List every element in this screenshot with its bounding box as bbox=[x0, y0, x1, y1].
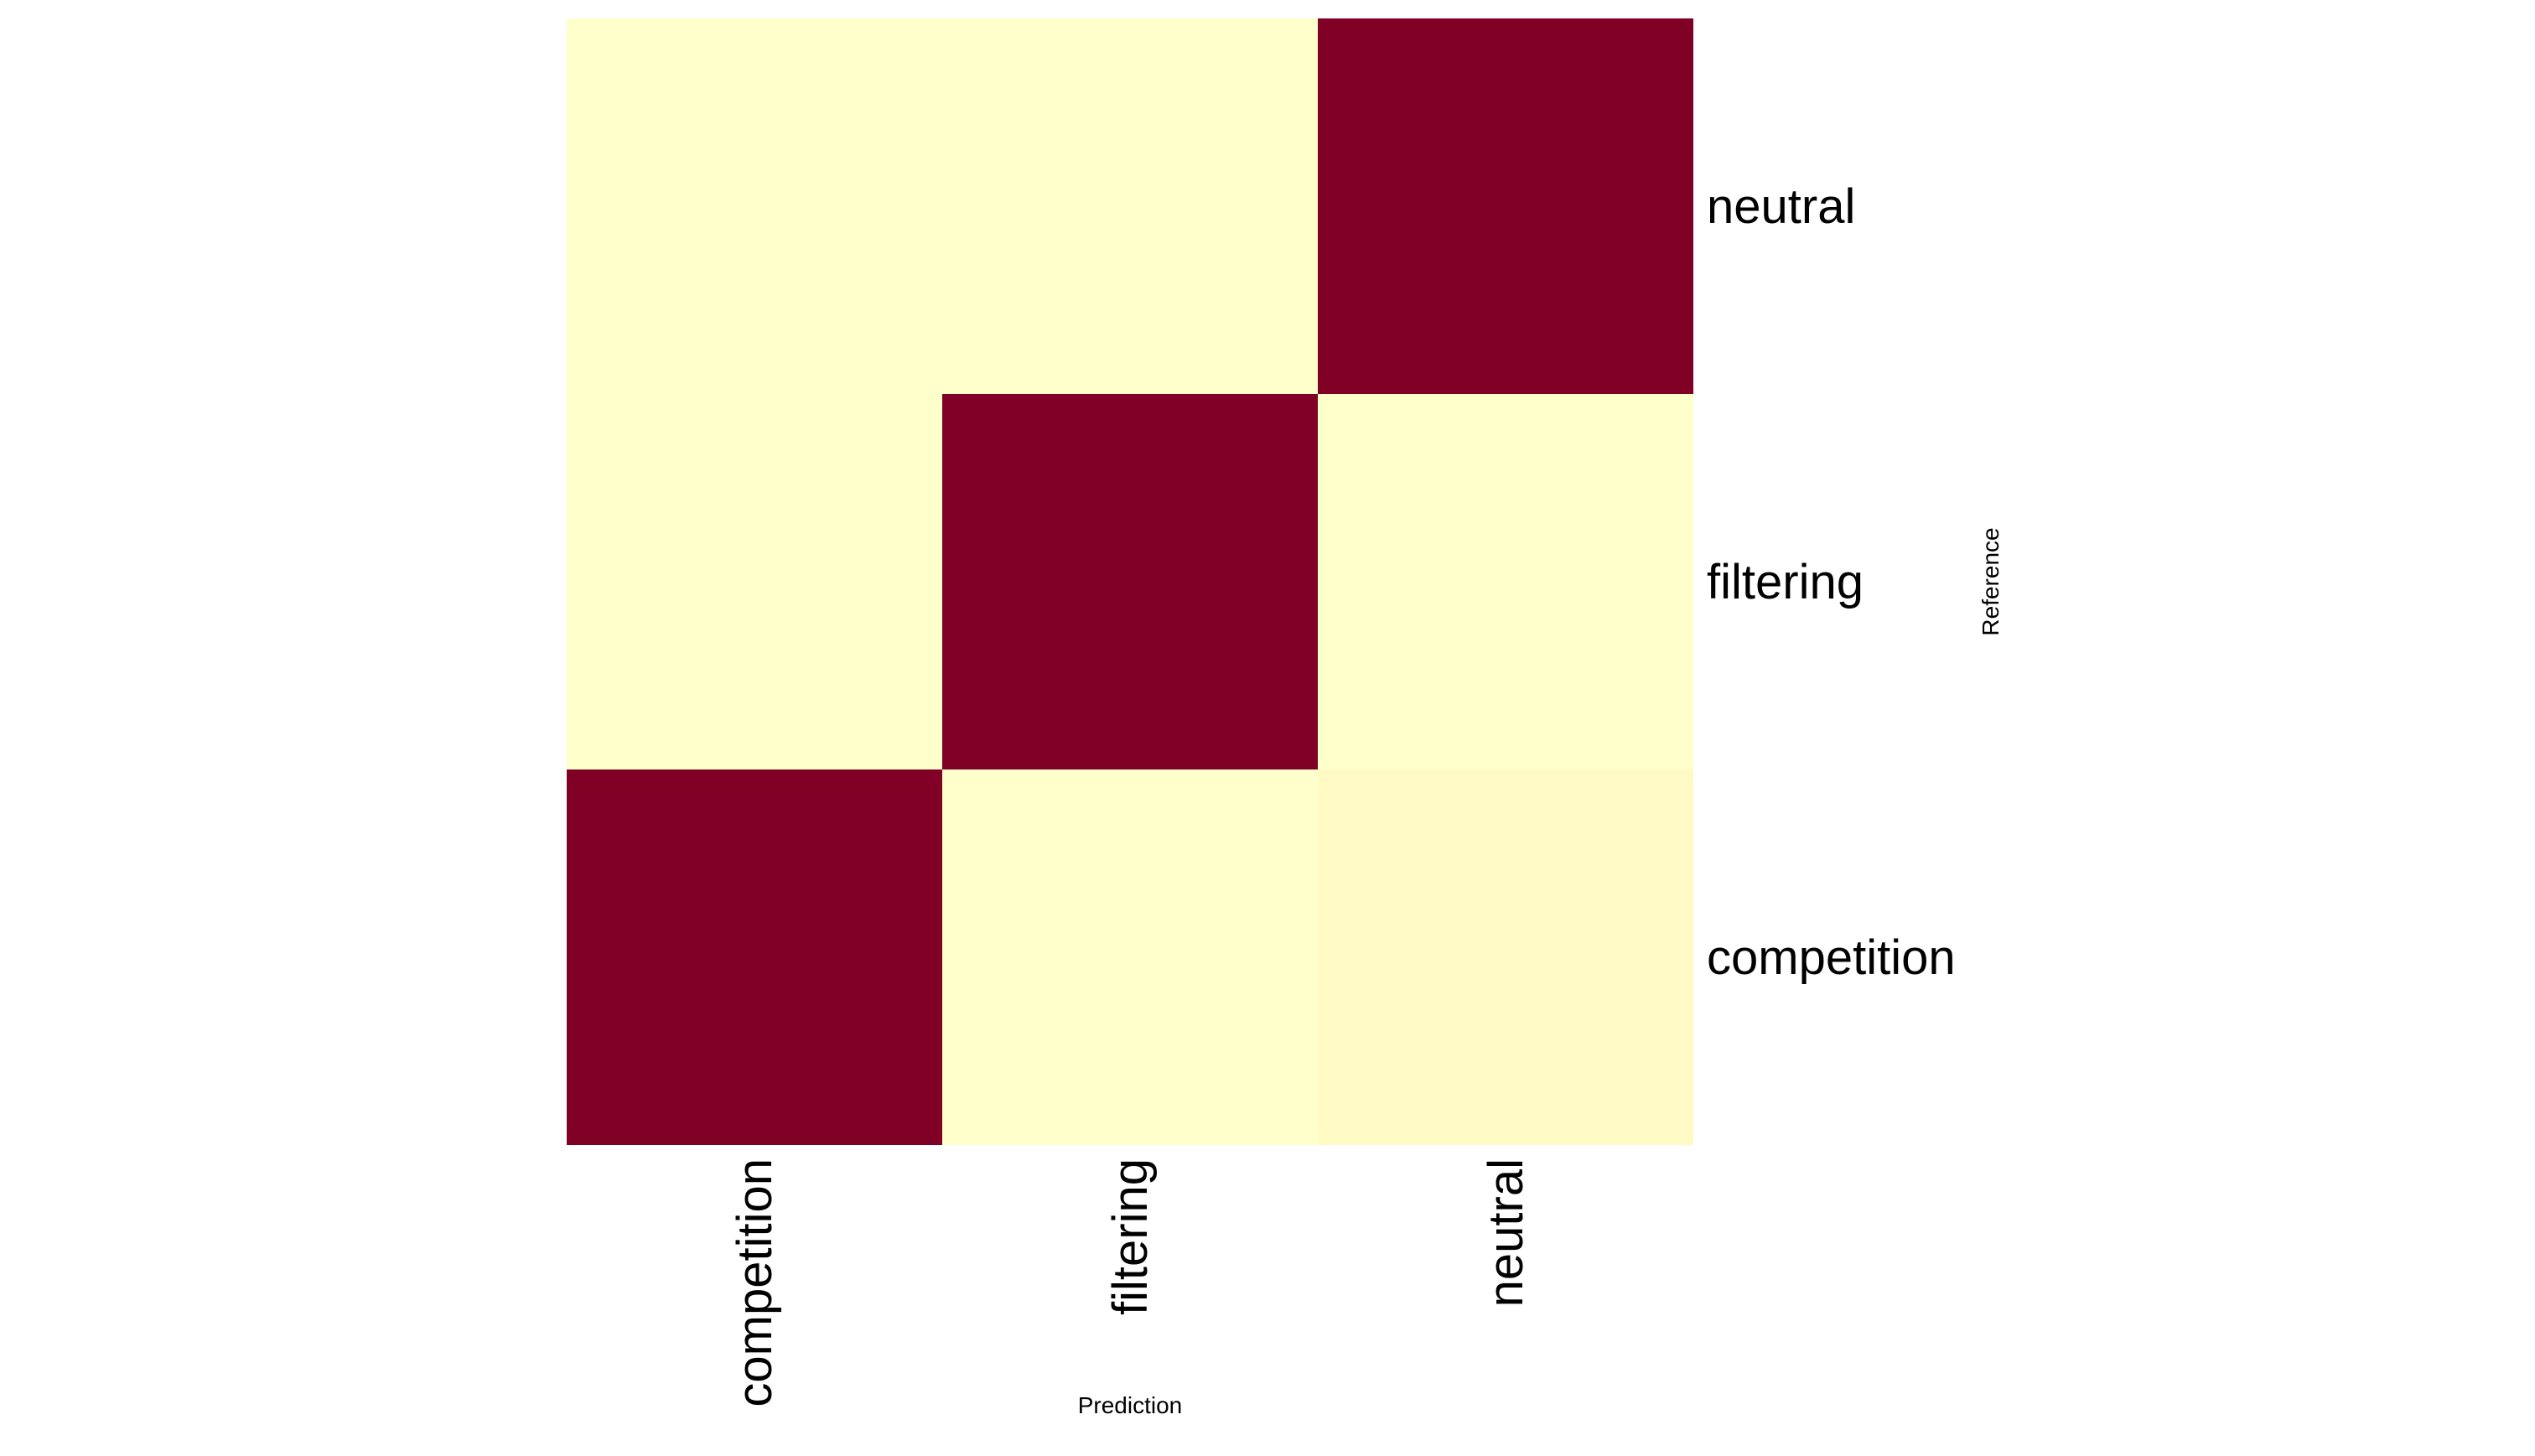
heatmap-cell-competition-neutral bbox=[1318, 769, 1693, 1145]
heatmap-cell-neutral-neutral bbox=[1318, 18, 1693, 394]
x-tick-label-neutral: neutral bbox=[1479, 1158, 1533, 1307]
x-tick-label-filtering: filtering bbox=[1103, 1158, 1158, 1315]
y-tick-label-filtering: filtering bbox=[1707, 555, 1864, 609]
heatmap-cell-neutral-competition bbox=[567, 18, 942, 394]
heatmap-cell-competition-competition bbox=[567, 769, 942, 1145]
heatmap-cell-competition-filtering bbox=[942, 769, 1318, 1145]
y-tick-label-competition: competition bbox=[1707, 930, 1956, 985]
x-tick-label-competition: competition bbox=[728, 1158, 782, 1407]
heatmap-cell-filtering-neutral bbox=[1318, 394, 1693, 769]
heatmap-cell-filtering-filtering bbox=[942, 394, 1318, 769]
heatmap-cell-neutral-filtering bbox=[942, 18, 1318, 394]
x-tick-labels: competition filtering neutral bbox=[728, 1158, 1533, 1407]
x-axis-title: Prediction bbox=[1078, 1392, 1183, 1418]
heatmap-cells bbox=[567, 18, 1693, 1145]
y-axis-title: Reference bbox=[1978, 527, 2004, 635]
y-tick-labels: competition filtering neutral bbox=[1707, 179, 1956, 985]
y-tick-label-neutral: neutral bbox=[1707, 179, 1855, 234]
heatmap-cell-filtering-competition bbox=[567, 394, 942, 769]
